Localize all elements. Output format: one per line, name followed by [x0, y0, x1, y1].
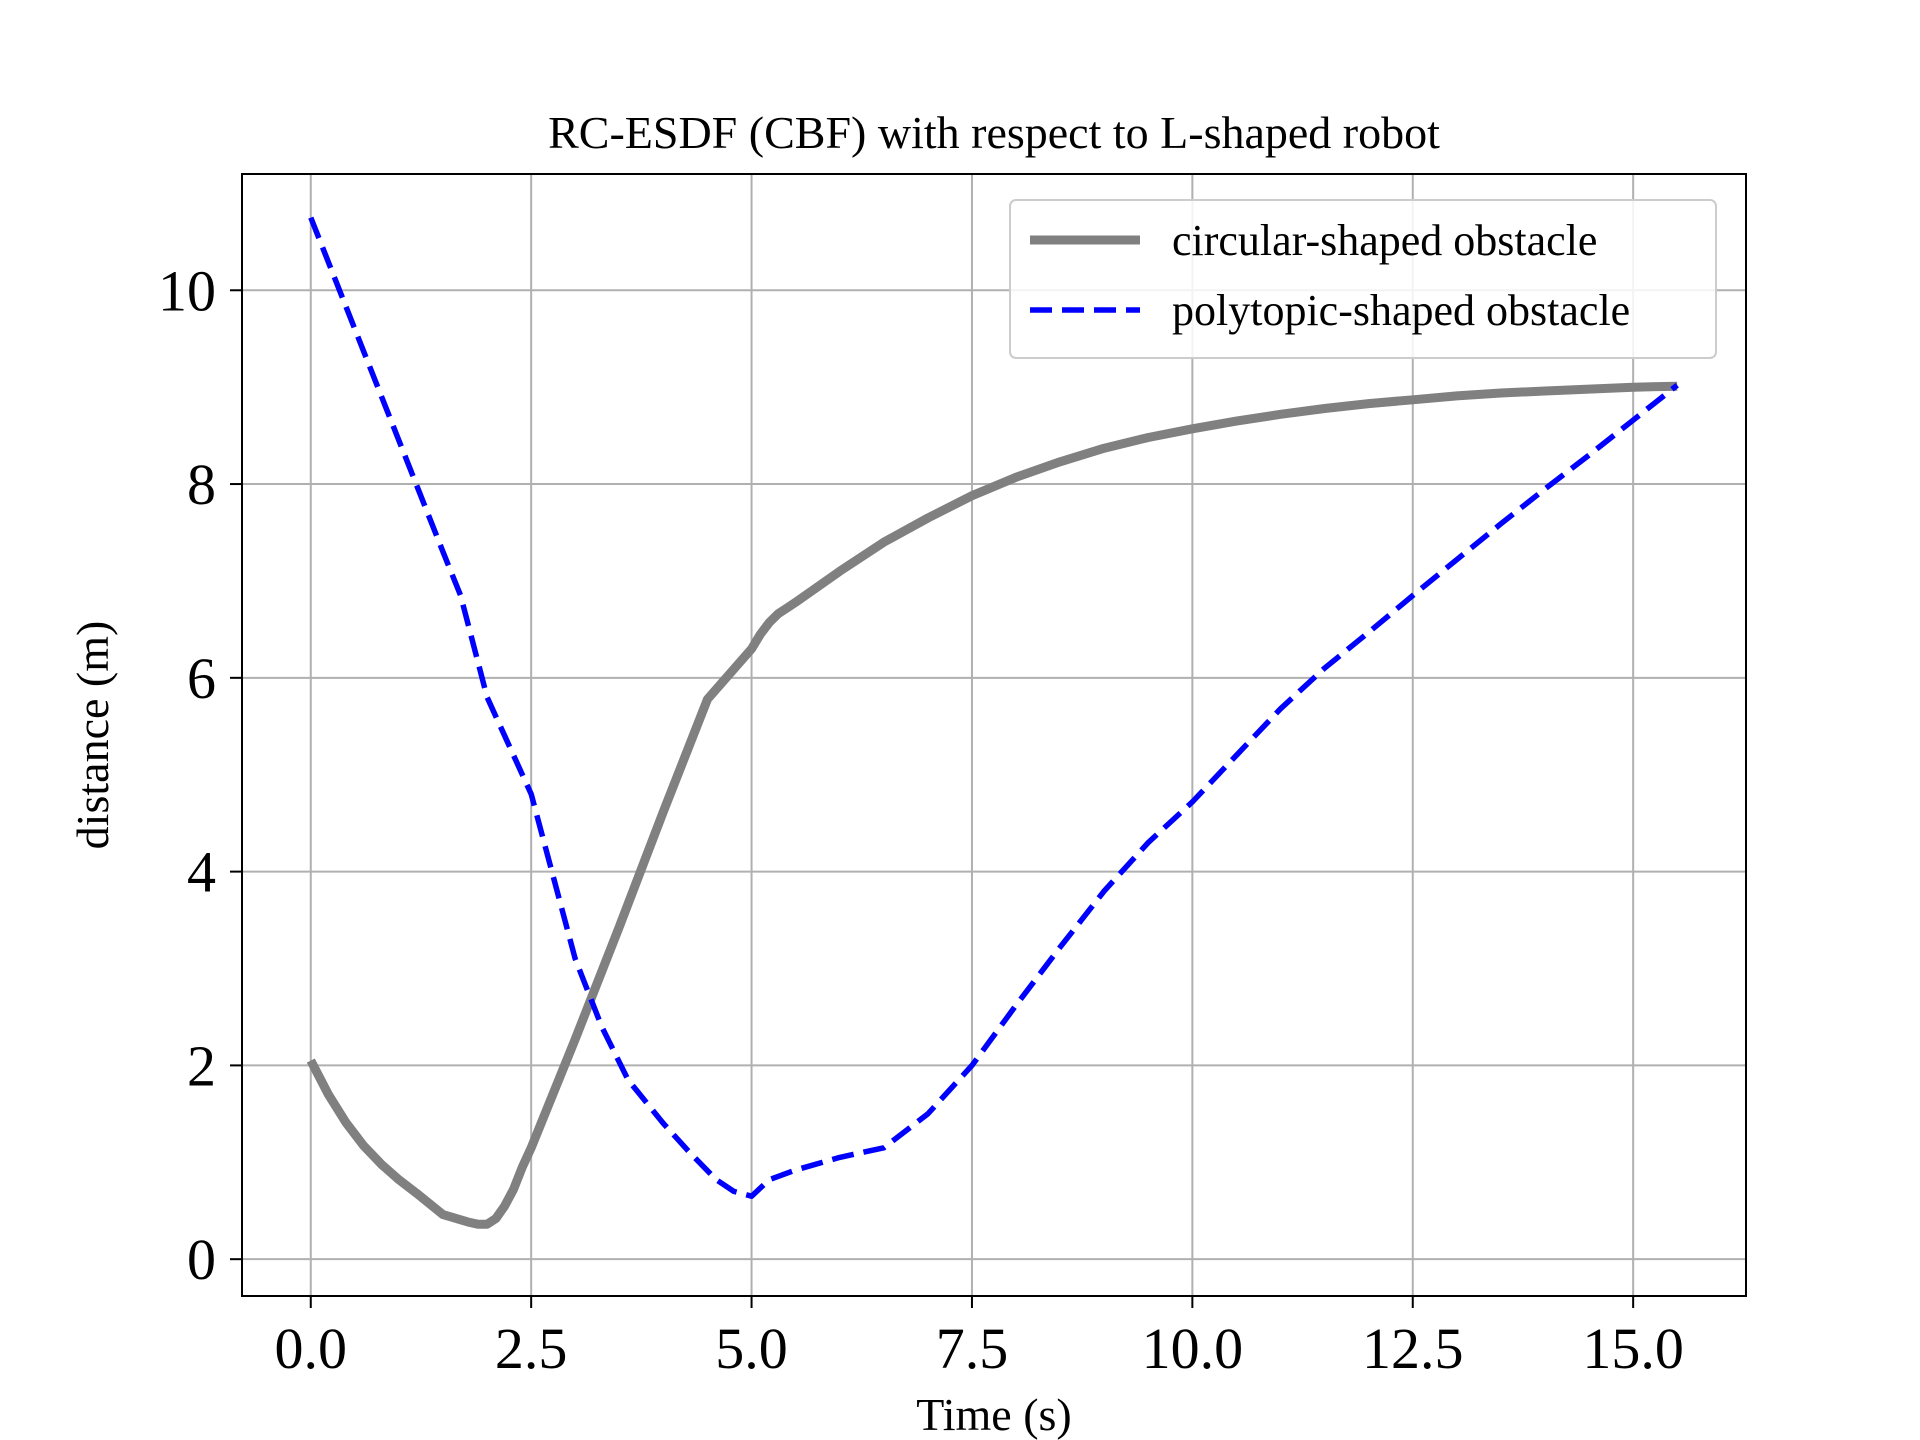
- y-tick-label: 8: [187, 452, 216, 517]
- series-line-circular: [306, 381, 1678, 1229]
- legend-box: [1009, 199, 1717, 359]
- x-tick-label: 2.5: [495, 1316, 568, 1381]
- axis-ticks: 0.0 2.5 5.0 7.5 10.0 12.5 15.0 0 2 4 6 8 10: [158, 258, 1684, 1381]
- legend-label: circular-shaped obstacle: [1172, 216, 1597, 265]
- y-tick-label: 6: [187, 646, 216, 711]
- chart-title: RC-ESDF (CBF) with respect to L-shaped r…: [548, 107, 1440, 158]
- grid-lines: [242, 174, 1746, 1296]
- series-layer: [306, 216, 1679, 1229]
- y-axis-label: distance (m): [67, 621, 118, 850]
- y-tick-label: 4: [187, 840, 216, 905]
- series-line-polytopic: [308, 216, 1679, 1199]
- plot-frame: [241, 173, 1747, 1297]
- x-tick-label: 0.0: [275, 1316, 348, 1381]
- y-tick-label: 2: [187, 1033, 216, 1098]
- x-tick-label: 10.0: [1142, 1316, 1244, 1381]
- y-tick-label: 0: [187, 1227, 216, 1292]
- legend: circular-shaped obstacle polytopic-shaped…: [1009, 199, 1717, 359]
- x-tick-label: 12.5: [1362, 1316, 1464, 1381]
- x-tick-label: 5.0: [715, 1316, 788, 1381]
- x-tick-label: 7.5: [936, 1316, 1009, 1381]
- y-tick-label: 10: [158, 258, 216, 323]
- x-tick-label: 15.0: [1582, 1316, 1684, 1381]
- x-axis-label: Time (s): [916, 1389, 1072, 1440]
- legend-label: polytopic-shaped obstacle: [1172, 286, 1630, 335]
